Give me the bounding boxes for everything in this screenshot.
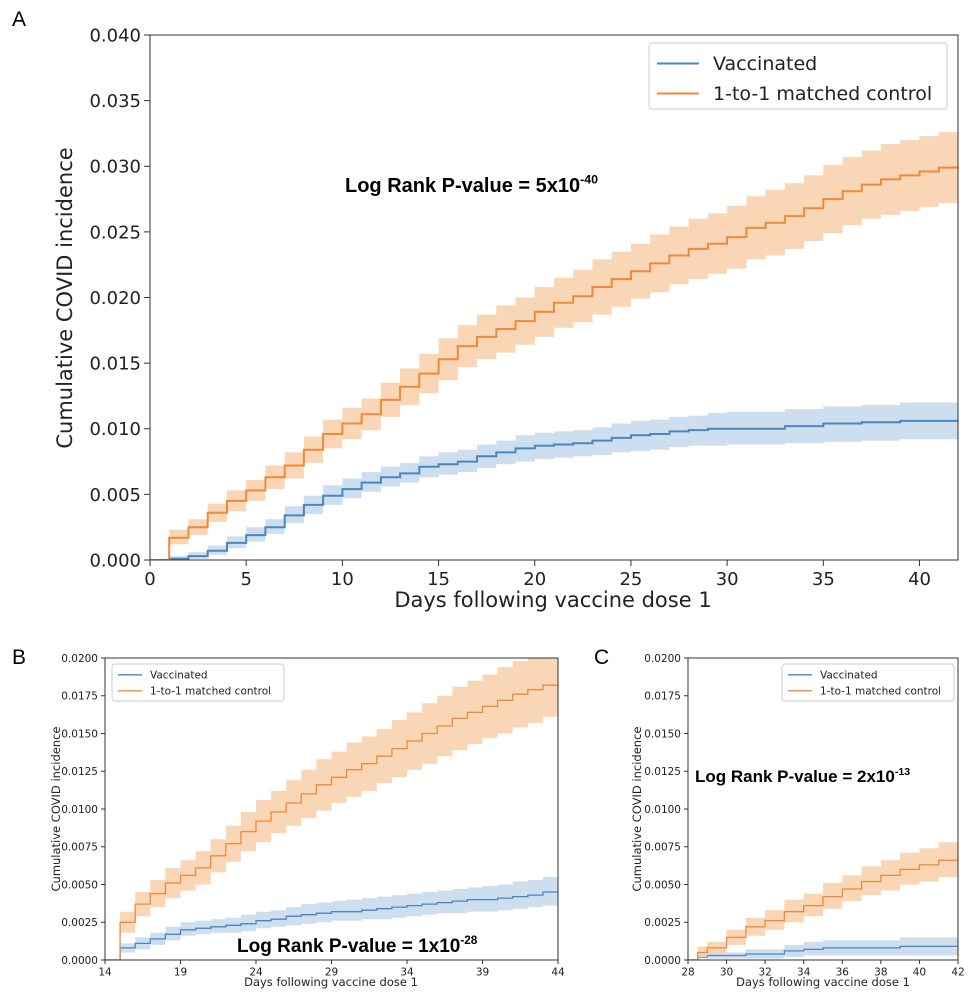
y-tick-label: 0.0000 [644,955,681,967]
log-rank-annotation: Log Rank P-value = 1x10-28 [237,934,478,957]
plot-area [688,833,958,960]
plot-area [105,658,558,960]
x-tick-label: 44 [551,967,565,979]
x-axis-label: Days following vaccine dose 1 [394,588,711,612]
panel-label-c: C [594,646,609,669]
x-tick-label: 36 [836,967,850,979]
legend-label-vaccinated: Vaccinated [150,669,208,681]
control-confidence-band [105,658,558,960]
y-tick-label: 0.000 [89,550,141,571]
legend-label-control: 1-to-1 matched control [713,83,932,105]
y-tick-label: 0.015 [89,354,141,375]
annotation-exponent: -28 [460,934,477,947]
x-tick-label: 28 [681,967,694,979]
y-tick-label: 0.035 [89,91,141,112]
log-rank-annotation: Log Rank P-value = 2x10-13 [695,766,910,786]
x-tick-label: 25 [619,569,642,590]
legend-label-vaccinated: Vaccinated [713,53,817,75]
annotation-text: Log Rank P-value = 2x10 [695,767,895,786]
y-axis-label: Cumulative COVID incidence [630,726,644,891]
annotation-exponent: -13 [895,766,910,778]
x-tick-label: 39 [476,967,489,979]
x-tick-label: 34 [797,967,811,979]
legend: Vaccinated 1-to-1 matched control [648,42,948,110]
x-tick-label: 19 [174,967,187,979]
chart-panel-b: 14 19 24 29 34 39 44 0.0000 0.0025 0.0050 0.0075 0.… [49,653,565,989]
y-tick-label: 0.040 [89,25,141,46]
x-tick-label: 24 [249,967,263,979]
control-series-line [105,684,558,960]
y-tick-label: 0.0200 [644,653,681,665]
control-series-line [688,854,958,960]
legend-box [111,663,285,702]
legend-label-control: 1-to-1 matched control [820,685,941,697]
x-tick-label: 29 [325,967,338,979]
legend: Vaccinated 1-to-1 matched control [111,663,285,702]
legend-box [781,663,955,702]
y-tick-label: 0.0125 [644,766,681,778]
x-tick-label: 30 [720,967,733,979]
y-tick-label: 0.005 [89,485,141,506]
chart-panel-c: 28 30 32 34 36 38 40 42 0.0000 0.0025 0.0050 0.0075… [630,653,965,989]
y-tick-label: 0.030 [89,157,141,178]
y-tick-label: 0.0150 [61,728,98,740]
y-tick-label: 0.0025 [644,917,681,929]
y-tick-label: 0.020 [89,288,141,309]
legend-box [648,42,948,110]
y-tick-label: 0.0075 [61,842,98,854]
panel-label-a: A [12,8,26,31]
x-axis-label: Days following vaccine dose 1 [736,975,910,989]
x-tick-label: 10 [331,569,354,590]
y-tick-label: 0.0175 [61,691,98,703]
x-tick-label: 40 [913,967,926,979]
annotation-text: Log Rank P-value = 1x10 [237,936,460,957]
annotation-exponent: -40 [580,173,598,187]
x-tick-label: 38 [874,967,887,979]
vaccinated-series-line [105,891,558,960]
y-axis-label: Cumulative COVID incidence [53,147,77,448]
vaccinated-confidence-band [105,875,558,960]
y-tick-label: 0.025 [89,222,141,243]
y-tick-label: 0.0125 [61,766,98,778]
x-tick-label: 32 [758,967,771,979]
legend-label-vaccinated: Vaccinated [820,669,878,681]
x-tick-label: 34 [400,967,414,979]
x-tick-label: 5 [240,569,251,590]
x-tick-label: 40 [908,569,931,590]
y-tick-label: 0.0100 [644,804,681,816]
y-tick-label: 0.0000 [61,955,98,967]
annotation-text: Log Rank P-value = 5x10 [345,175,580,197]
log-rank-annotation: Log Rank P-value = 5x10-40 [345,173,598,197]
x-tick-label: 14 [98,967,112,979]
x-tick-label: 0 [144,569,155,590]
legend: Vaccinated 1-to-1 matched control [781,663,955,702]
x-tick-label: 35 [812,569,835,590]
vaccinated-series-line [150,419,958,560]
y-tick-label: 0.0175 [644,691,681,703]
y-tick-label: 0.0050 [61,879,98,891]
y-tick-label: 0.0150 [644,728,681,740]
y-tick-label: 0.0025 [61,917,98,929]
control-confidence-band [150,130,958,560]
x-tick-label: 30 [716,569,739,590]
y-tick-label: 0.0075 [644,842,681,854]
y-tick-label: 0.0200 [61,653,98,665]
x-axis-label: Days following vaccine dose 1 [244,975,418,989]
x-tick-label: 15 [427,569,450,590]
x-tick-label: 42 [951,967,964,979]
vaccinated-confidence-band [150,402,958,560]
x-tick-label: 20 [523,569,546,590]
y-axis-label: Cumulative COVID incidence [49,726,63,891]
y-tick-label: 0.010 [89,419,141,440]
control-series-line [150,166,958,560]
y-tick-label: 0.0100 [61,804,98,816]
panel-label-b: B [12,646,26,669]
y-tick-label: 0.0050 [644,879,681,891]
plot-area [150,130,958,560]
legend-label-control: 1-to-1 matched control [150,685,271,697]
chart-panel-a: 0 5 10 15 20 25 30 35 40 0.000 0.005 0.010 0.015 0.02… [53,25,959,612]
